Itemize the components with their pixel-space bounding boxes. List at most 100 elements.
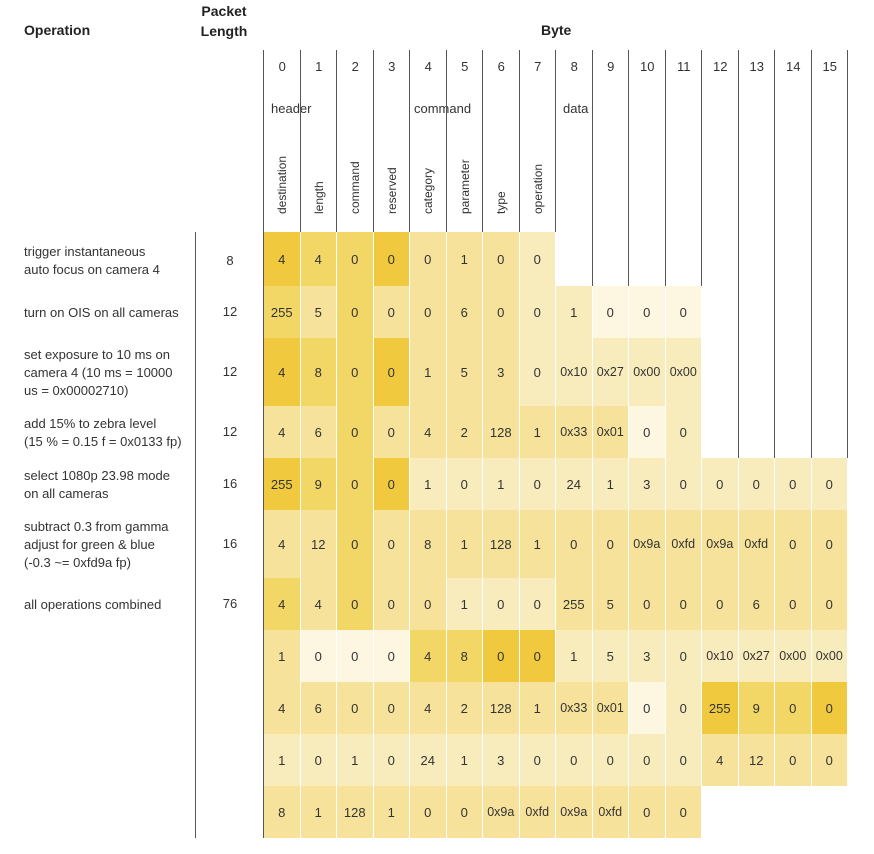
byte-cell: 0: [519, 458, 556, 510]
byte-cell: 0: [483, 286, 520, 338]
byte-cell: 0: [373, 406, 410, 458]
byte-cell: 8: [300, 338, 337, 406]
byte-cell: 1: [592, 458, 629, 510]
byte-cell: 0: [337, 510, 374, 578]
operation-label: set exposure to 10 ms on camera 4 (10 ms …: [24, 346, 194, 400]
byte-cell: 0: [775, 734, 812, 786]
byte-cell: 0x27: [738, 630, 775, 682]
byte-cell: 3: [629, 630, 666, 682]
packet-length-header-line2: Length: [200, 23, 248, 39]
byte-cell: 0: [665, 286, 702, 338]
byte-cell: 0x9a: [556, 786, 593, 838]
field-label-length: length: [311, 181, 326, 214]
operation-label-line: trigger instantaneous: [24, 244, 146, 259]
packet-length-value: 16: [222, 536, 238, 551]
byte-cell: 0: [373, 630, 410, 682]
byte-cell: 0: [775, 578, 812, 630]
byte-cell: 24: [556, 458, 593, 510]
field-label-destination: destination: [275, 155, 289, 214]
byte-index-10: 10: [640, 59, 655, 74]
byte-cell: 0: [410, 578, 447, 630]
byte-cell: 0: [775, 510, 812, 578]
byte-cell: 0: [483, 578, 520, 630]
byte-cell: 0: [775, 458, 812, 510]
byte-index-1: 1: [315, 59, 323, 74]
byte-cell: 0: [811, 578, 848, 630]
byte-cell: 0: [483, 232, 520, 286]
packet-length-value: 12: [222, 424, 238, 439]
byte-cell: 0: [556, 734, 593, 786]
byte-index-15: 15: [822, 59, 837, 74]
byte-index-4: 4: [424, 59, 432, 74]
byte-cell: 0: [702, 578, 739, 630]
field-label-type: type: [494, 191, 508, 214]
byte-cell: 5: [592, 578, 629, 630]
operation-label-line: subtract 0.3 from gamma: [24, 519, 169, 534]
byte-cell: 0: [373, 510, 410, 578]
byte-cell: 1: [446, 578, 483, 630]
byte-cell: 0: [738, 458, 775, 510]
byte-index-3: 3: [388, 59, 396, 74]
byte-cell: 0: [337, 630, 374, 682]
byte-cell: 255: [264, 458, 301, 510]
byte-cell: 1: [410, 458, 447, 510]
byte-index-6: 6: [497, 59, 505, 74]
byte-cell: 0x01: [592, 406, 629, 458]
byte-index-9: 9: [607, 59, 615, 74]
byte-cell: 4: [264, 338, 301, 406]
byte-cell: 0: [446, 458, 483, 510]
operations-divider: [195, 232, 196, 838]
byte-cell: 1: [264, 630, 301, 682]
byte-cell: 0: [775, 682, 812, 734]
operation-label: add 15% to zebra level (15 % = 0.15 f = 0…: [24, 415, 194, 451]
byte-index-0: 0: [278, 59, 286, 74]
byte-cell: 1: [519, 510, 556, 578]
operation-label-line: (15 % = 0.15 f = 0x0133 fp): [24, 434, 182, 449]
byte-cell: 8: [446, 630, 483, 682]
byte-cell: 0: [300, 630, 337, 682]
byte-cell: 0x00: [775, 630, 812, 682]
byte-cell: 0: [665, 458, 702, 510]
group-label-header: header: [271, 101, 312, 116]
byte-cell: 9: [738, 682, 775, 734]
byte-cell: 0: [665, 734, 702, 786]
packet-length-header: Packet Length: [200, 1, 248, 41]
byte-cell: 0: [811, 682, 848, 734]
byte-cell: 0: [702, 458, 739, 510]
byte-cell: 0x9a: [702, 510, 739, 578]
byte-column-left-border: [263, 50, 264, 838]
field-label-parameter: parameter: [457, 159, 472, 214]
byte-cell: 9: [300, 458, 337, 510]
byte-cell: 0: [373, 682, 410, 734]
operation-label-line: set exposure to 10 ms on: [24, 347, 170, 362]
byte-cell: 255: [702, 682, 739, 734]
byte-cell: 0: [665, 786, 702, 838]
byte-cell: 0xfd: [665, 510, 702, 578]
byte-index-11: 11: [677, 59, 691, 74]
byte-cell: 0: [337, 232, 374, 286]
byte-cell: 0: [629, 682, 666, 734]
byte-cell: 0: [337, 338, 374, 406]
byte-column-line-13: [738, 50, 739, 786]
byte-cell: 24: [410, 734, 447, 786]
byte-cell: 0: [811, 510, 848, 578]
byte-cell: 8: [264, 786, 301, 838]
byte-column-line-15: [811, 50, 812, 786]
operation-label-line: camera 4 (10 ms = 10000: [24, 365, 173, 380]
operation-label-line: adjust for green & blue: [24, 537, 155, 552]
byte-index-5: 5: [461, 59, 469, 74]
byte-cell: 0: [629, 734, 666, 786]
byte-cell: 0: [519, 734, 556, 786]
byte-cell: 3: [483, 734, 520, 786]
byte-cell: 128: [483, 682, 520, 734]
byte-cell: 6: [300, 682, 337, 734]
byte-cell: 1: [556, 286, 593, 338]
byte-cell: 0: [519, 338, 556, 406]
byte-index-13: 13: [749, 59, 764, 74]
byte-cell: 0: [337, 458, 374, 510]
byte-cell: 5: [592, 630, 629, 682]
operation-label: trigger instantaneous auto focus on camer…: [24, 243, 194, 279]
byte-cell: 0: [629, 786, 666, 838]
operation-label: select 1080p 23.98 mode on all cameras: [24, 467, 194, 503]
byte-cell: 0: [665, 630, 702, 682]
